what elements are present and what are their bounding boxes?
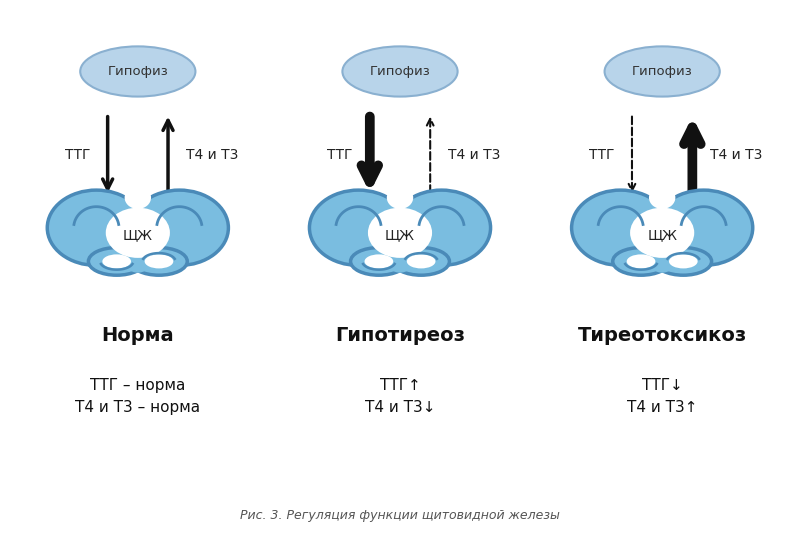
- Ellipse shape: [102, 254, 131, 269]
- Text: ТТГ↑
Т4 и Т3↓: ТТГ↑ Т4 и Т3↓: [365, 378, 435, 415]
- Ellipse shape: [393, 190, 490, 265]
- Text: ТТГ: ТТГ: [65, 148, 90, 162]
- Text: ЩЖ: ЩЖ: [123, 229, 153, 242]
- Ellipse shape: [669, 254, 698, 269]
- Text: ЩЖ: ЩЖ: [647, 229, 677, 242]
- Ellipse shape: [80, 46, 195, 97]
- Ellipse shape: [649, 186, 675, 209]
- Ellipse shape: [125, 250, 151, 273]
- Text: ТТГ: ТТГ: [589, 148, 614, 162]
- Text: Гипотиреоз: Гипотиреоз: [335, 326, 465, 345]
- Ellipse shape: [636, 223, 689, 248]
- Ellipse shape: [655, 248, 712, 275]
- Ellipse shape: [649, 250, 675, 273]
- Text: Рис. 3. Регуляция функции щитовидной железы: Рис. 3. Регуляция функции щитовидной жел…: [240, 509, 560, 522]
- Ellipse shape: [654, 190, 753, 265]
- Ellipse shape: [350, 248, 407, 275]
- Ellipse shape: [130, 190, 229, 265]
- Ellipse shape: [130, 248, 187, 275]
- Text: Гипофиз: Гипофиз: [107, 65, 168, 78]
- Ellipse shape: [605, 46, 720, 97]
- Text: Т4 и Т3: Т4 и Т3: [186, 148, 238, 162]
- Text: Гипофиз: Гипофиз: [632, 65, 693, 78]
- Text: Т4 и Т3: Т4 и Т3: [448, 148, 500, 162]
- Ellipse shape: [365, 254, 394, 269]
- Ellipse shape: [386, 250, 414, 273]
- Ellipse shape: [125, 186, 151, 209]
- Ellipse shape: [626, 254, 655, 269]
- Ellipse shape: [145, 254, 174, 269]
- Text: Тиреотоксикоз: Тиреотоксикоз: [578, 326, 746, 345]
- Ellipse shape: [47, 190, 146, 265]
- Text: ТТГ↓
Т4 и Т3↑: ТТГ↓ Т4 и Т3↑: [627, 378, 698, 415]
- Text: ТТГ: ТТГ: [327, 148, 352, 162]
- Text: Норма: Норма: [102, 326, 174, 345]
- Text: Т4 и Т3: Т4 и Т3: [710, 148, 762, 162]
- Ellipse shape: [406, 254, 435, 269]
- Ellipse shape: [88, 248, 145, 275]
- Ellipse shape: [393, 248, 450, 275]
- Ellipse shape: [386, 186, 414, 209]
- Text: ЩЖ: ЩЖ: [385, 229, 415, 242]
- Ellipse shape: [613, 248, 670, 275]
- Ellipse shape: [571, 190, 670, 265]
- Ellipse shape: [374, 223, 426, 248]
- Text: Гипофиз: Гипофиз: [370, 65, 430, 78]
- Ellipse shape: [106, 208, 170, 258]
- Ellipse shape: [630, 208, 694, 258]
- Text: ТТГ – норма
Т4 и Т3 – норма: ТТГ – норма Т4 и Т3 – норма: [75, 378, 200, 415]
- Ellipse shape: [310, 190, 407, 265]
- Ellipse shape: [342, 46, 458, 97]
- Ellipse shape: [368, 208, 432, 258]
- Ellipse shape: [111, 223, 164, 248]
